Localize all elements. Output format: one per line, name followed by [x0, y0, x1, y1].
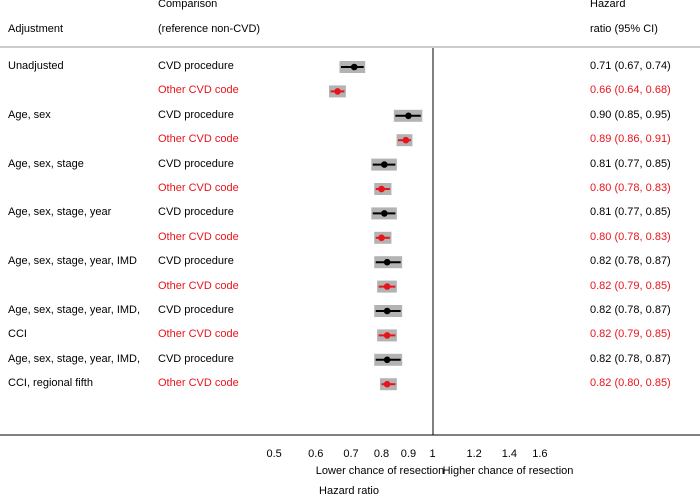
comparison-label: CVD procedure — [158, 352, 234, 365]
x-tick-label: 1 — [429, 448, 435, 460]
hazard-ratio-point — [378, 185, 385, 193]
comparison-label: CVD procedure — [158, 255, 234, 268]
hazard-ratio-point — [334, 88, 341, 95]
x-tick-label: 0.5 — [266, 448, 281, 460]
adjustment-label: Age, sex, stage, year, IMD, — [8, 352, 141, 365]
comparison-label: CVD procedure — [158, 60, 234, 72]
hazard-ratio-header-line2: ratio (95% CI) — [590, 23, 658, 35]
comparison-header-line1: Comparison — [158, 0, 218, 10]
hazard-ratio-point — [405, 112, 412, 120]
comparison-label: Other CVD code — [158, 328, 239, 341]
adjustment-label: Age, sex, stage, year, IMD, — [8, 304, 141, 316]
comparison-label: Other CVD code — [158, 84, 239, 97]
hazard-ratio-header-line1: Hazard — [590, 0, 626, 10]
hazard-ratio-label: 0.66 (0.64, 0.68) — [590, 84, 671, 97]
x-axis-ticks: 0.5 0.6 0.7 0.8 0.9 1 1.2 1.4 1.6 — [266, 448, 547, 460]
x-tick-label: 0.7 — [343, 448, 358, 460]
hazard-ratio-point — [383, 380, 391, 388]
adjustment-label: Age, sex — [8, 108, 51, 121]
comparison-label: Other CVD code — [158, 230, 239, 243]
adjustment-label: CCI — [8, 328, 27, 341]
adjustment-label: Age, sex, stage, year — [8, 206, 112, 219]
hazard-ratio-point — [383, 307, 391, 315]
hazard-ratio-point — [383, 356, 391, 364]
x-tick-label: 1.6 — [532, 448, 547, 460]
hazard-ratio-label: 0.80 (0.78, 0.83) — [590, 230, 671, 243]
adjustment-label: Age, sex, stage, year, IMD — [8, 255, 138, 268]
hazard-ratio-label: 0.82 (0.78, 0.87) — [590, 255, 671, 268]
hazard-ratio-point — [381, 161, 388, 168]
adjustment-header: Adjustment — [8, 23, 64, 35]
hazard-ratio-point — [378, 234, 385, 242]
hazard-ratio-point — [383, 258, 391, 266]
hazard-ratio-point — [350, 63, 358, 71]
annotation-lower: Lower chance of resection — [316, 465, 444, 477]
x-tick-label: 0.6 — [308, 448, 323, 460]
comparison-label: CVD procedure — [158, 304, 234, 316]
adjustment-label: Age, sex, stage — [8, 157, 84, 170]
hazard-ratio-label: 0.82 (0.79, 0.85) — [590, 279, 671, 292]
comparison-label: Other CVD code — [158, 377, 239, 390]
hazard-ratio-label: 0.82 (0.79, 0.85) — [590, 328, 671, 341]
adjustment-label: CCI, regional fifth — [8, 377, 93, 390]
hazard-ratio-label: 0.80 (0.78, 0.83) — [590, 182, 671, 194]
annotation-higher: Higher chance of resection — [443, 465, 574, 477]
comparison-label: CVD procedure — [158, 157, 234, 170]
hazard-ratio-label: 0.82 (0.80, 0.85) — [590, 377, 671, 390]
adjustment-label: Unadjusted — [8, 60, 64, 72]
x-tick-label: 0.9 — [401, 448, 416, 460]
x-axis-title: Hazard ratio — [319, 485, 379, 494]
hazard-ratio-label: 0.82 (0.78, 0.87) — [590, 304, 671, 316]
hazard-ratio-point — [383, 283, 391, 290]
x-tick-label: 1.2 — [467, 448, 482, 460]
hazard-ratio-label: 0.82 (0.78, 0.87) — [590, 352, 671, 365]
comparison-label: Other CVD code — [158, 182, 239, 194]
comparison-label: Other CVD code — [158, 279, 239, 292]
hazard-ratio-point — [383, 332, 391, 339]
x-tick-label: 0.8 — [374, 448, 389, 460]
comparison-header-line2: (reference non-CVD) — [158, 23, 261, 35]
hazard-ratio-point — [381, 210, 388, 217]
hazard-ratio-point — [402, 136, 410, 144]
hazard-ratio-label: 0.71 (0.67, 0.74) — [590, 60, 671, 72]
comparison-label: CVD procedure — [158, 108, 234, 121]
forest-marks — [329, 61, 423, 391]
hazard-ratio-label: 0.81 (0.77, 0.85) — [590, 206, 671, 219]
hazard-ratio-label: 0.90 (0.85, 0.95) — [590, 108, 671, 121]
x-tick-label: 1.4 — [502, 448, 517, 460]
hazard-ratio-label: 0.89 (0.86, 0.91) — [590, 133, 671, 146]
comparison-label: CVD procedure — [158, 206, 234, 219]
comparison-label: Other CVD code — [158, 133, 239, 146]
hazard-ratio-label: 0.81 (0.77, 0.85) — [590, 157, 671, 170]
